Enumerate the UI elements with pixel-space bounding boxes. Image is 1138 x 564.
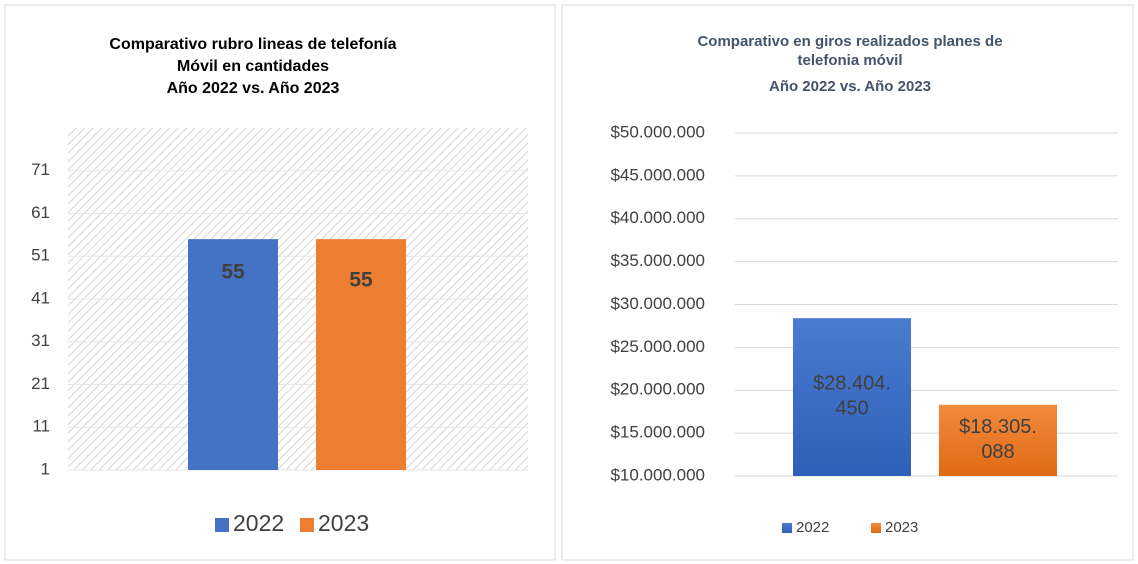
legend-label: 2023 [885,519,918,536]
chart-title: Año 2022 vs. Año 2023 [769,78,931,95]
y-tick-label: $30.000.000 [610,294,705,313]
legend-swatch [782,523,792,533]
y-tick-label: $20.000.000 [610,380,705,399]
bar [188,239,278,470]
y-tick-label: $50.000.000 [610,122,705,141]
chart-title: Año 2022 vs. Año 2023 [167,80,340,97]
y-tick-label: $25.000.000 [610,337,705,356]
y-tick-label: 51 [31,246,50,265]
y-tick-label: $10.000.000 [610,465,705,484]
y-tick-label: 1 [41,459,50,478]
y-tick-label: $40.000.000 [610,208,705,227]
y-tick-label: 71 [31,160,50,179]
y-tick-label: 31 [31,331,50,350]
y-tick-label: $45.000.000 [610,165,705,184]
data-label: $28.404. 450 [813,373,891,420]
y-tick-label: $15.000.000 [610,423,705,442]
bar [316,239,406,470]
legend-label: 2023 [318,510,369,536]
chart-title: telefonia móvil [797,52,902,69]
data-label: $18.305. 088 [959,416,1037,463]
y-tick-label: 11 [32,417,50,436]
y-tick-label: 41 [31,288,50,307]
y-tick-label: 21 [31,374,50,393]
y-tick-label: 61 [31,203,50,222]
chart-title: Comparativo rubro lineas de telefonía [109,36,396,53]
legend-label: 2022 [233,510,284,536]
bar [939,404,1057,476]
legend-swatch [300,518,314,532]
legend-swatch [871,523,881,533]
y-tick-label: $35.000.000 [610,251,705,270]
data-label: 55 [221,261,245,284]
legend-swatch [215,518,229,532]
chart-title: Móvil en cantidades [177,58,329,75]
legend-label: 2022 [796,519,829,536]
data-label: 55 [349,269,373,292]
bar [793,318,911,476]
chart-title: Comparativo en giros realizados planes d… [697,33,1002,50]
